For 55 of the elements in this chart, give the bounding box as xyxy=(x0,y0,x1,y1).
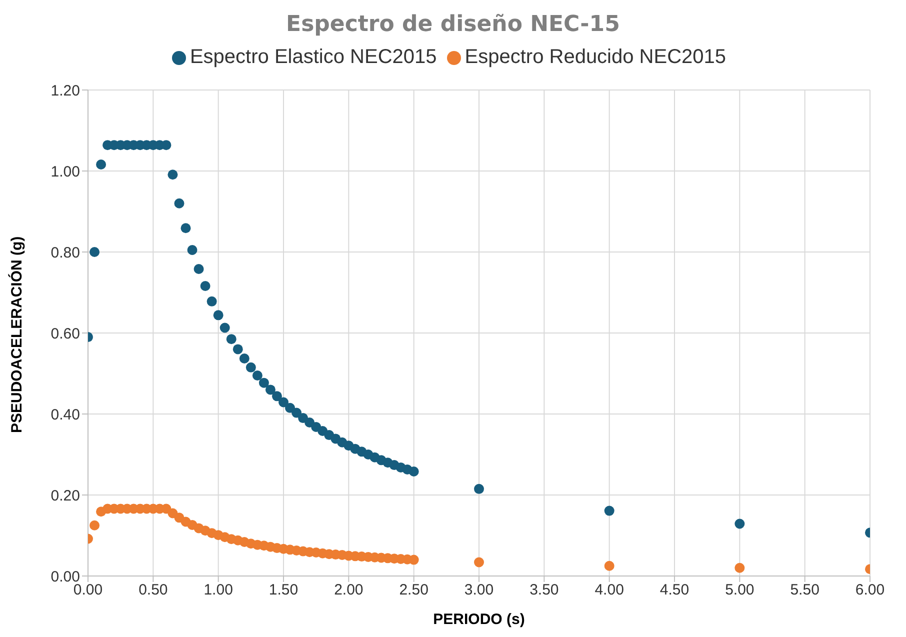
point xyxy=(292,408,302,418)
x-tick-label: 0.50 xyxy=(138,582,168,599)
point xyxy=(285,402,296,413)
y-tick-label: 0.20 xyxy=(50,487,80,504)
point xyxy=(474,557,484,568)
point xyxy=(161,140,172,150)
legend-label: Espectro Reducido NEC2015 xyxy=(464,46,726,68)
y-tick-label: 0.40 xyxy=(50,406,80,424)
point xyxy=(604,560,614,571)
y-tick-label: 1.20 xyxy=(50,82,80,100)
point xyxy=(96,160,106,170)
point xyxy=(734,562,745,573)
x-tick-label: 6.00 xyxy=(855,582,885,599)
y-tick-label: 0.60 xyxy=(50,325,80,342)
point xyxy=(474,484,484,494)
legend-label: Espectro Elastico NEC2015 xyxy=(190,46,437,68)
point xyxy=(226,334,236,344)
y-tick-label: 1.00 xyxy=(50,163,80,180)
x-axis-title: PERIODO (s) xyxy=(433,611,525,628)
point xyxy=(232,344,243,354)
point xyxy=(258,378,269,388)
point xyxy=(408,466,419,477)
point xyxy=(278,397,288,408)
x-tick-label: 2.00 xyxy=(334,582,364,599)
x-tick-label: 2.50 xyxy=(399,582,428,599)
point xyxy=(604,506,614,516)
point xyxy=(272,391,282,402)
point xyxy=(168,170,178,180)
chart-title: Espectro de diseño NEC-15 xyxy=(285,11,621,39)
point xyxy=(200,281,210,292)
point xyxy=(194,264,204,274)
x-tick-label: 5.00 xyxy=(725,582,754,599)
point xyxy=(90,520,100,530)
point xyxy=(265,384,276,395)
x-tick-label: 5.50 xyxy=(790,582,820,599)
x-tick-label: 3.00 xyxy=(464,582,494,599)
point xyxy=(90,247,100,257)
point xyxy=(239,354,250,364)
x-tick-label: 4.50 xyxy=(660,582,690,599)
point xyxy=(246,362,256,372)
x-tick-label: 1.50 xyxy=(268,582,298,599)
y-tick-label: 0.80 xyxy=(50,244,80,262)
point xyxy=(408,554,419,565)
point xyxy=(187,244,198,255)
x-tick-label: 4.00 xyxy=(594,582,624,599)
point xyxy=(252,370,262,381)
point xyxy=(213,310,224,320)
x-tick-label: 3.50 xyxy=(530,582,559,599)
point xyxy=(174,198,184,208)
point xyxy=(206,296,217,306)
point xyxy=(734,518,745,529)
point xyxy=(220,322,230,333)
y-axis-title: PSEUDOACELERACIÓN (g) xyxy=(7,236,26,433)
x-tick-label: 1.00 xyxy=(204,582,233,599)
point xyxy=(180,223,191,234)
